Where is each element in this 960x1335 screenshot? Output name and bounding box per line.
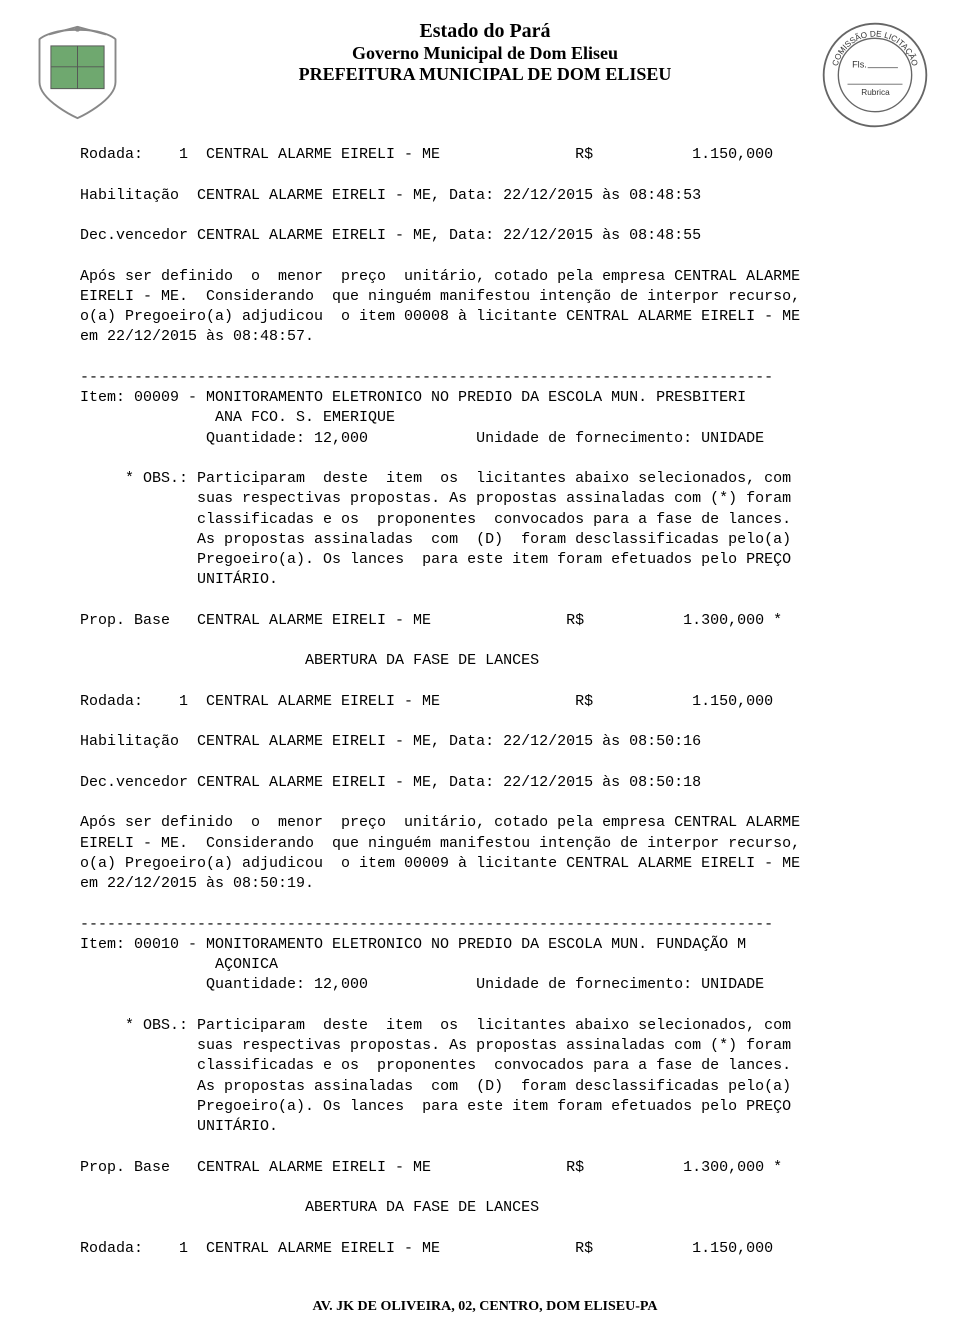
header-government: Governo Municipal de Dom Eliseu — [299, 43, 672, 64]
header-state: Estado do Pará — [299, 20, 672, 43]
stamp-rubrica-label: Rubrica — [861, 88, 890, 97]
document-body: Rodada: 1 CENTRAL ALARME EIRELI - ME R$ … — [80, 145, 890, 1259]
stamp-fls-label: Fls. — [852, 60, 867, 70]
letterhead: Estado do Pará Governo Municipal de Dom … — [80, 20, 890, 85]
document-page: Estado do Pará Governo Municipal de Dom … — [0, 0, 960, 1335]
municipal-seal-icon — [30, 25, 125, 120]
header-prefecture: PREFEITURA MUNICIPAL DE DOM ELISEU — [299, 64, 672, 85]
commission-stamp-icon: COMISSÃO DE LICITAÇÃO Fls. Rubrica — [820, 20, 930, 130]
footer-address: AV. JK DE OLIVEIRA, 02, CENTRO, DOM ELIS… — [80, 1299, 890, 1315]
